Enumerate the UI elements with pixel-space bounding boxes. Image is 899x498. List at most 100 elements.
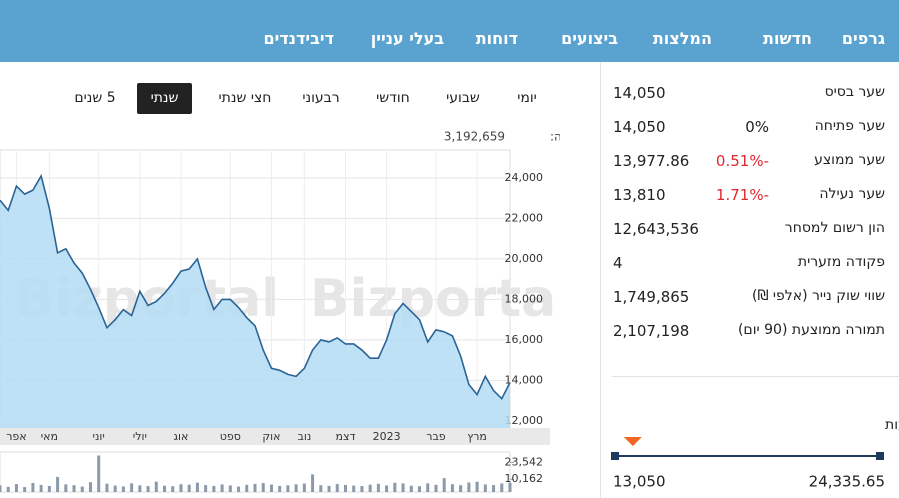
x-tick-label: מרץ (467, 430, 487, 443)
period-tab[interactable]: שבועי (446, 90, 480, 106)
volume-bar (39, 484, 43, 492)
volume-bar (492, 485, 496, 492)
nav-link[interactable]: בעלי עניין (370, 29, 444, 48)
volume-bar (121, 486, 125, 492)
volume-bar (154, 481, 158, 492)
volume-bar (319, 485, 323, 492)
volume-bar (130, 483, 134, 492)
volume-bar (72, 485, 76, 492)
y2-tick-label: 23,542 (505, 455, 544, 468)
volume-bar (237, 486, 241, 492)
volume-bar (220, 484, 224, 492)
stat-label: שער ממוצע (814, 152, 885, 168)
period-tab[interactable]: 5 שנים (74, 90, 116, 106)
y-tick-label: 22,000 (505, 211, 544, 224)
y-tick-label: 24,000 (505, 171, 544, 184)
stat-label: תמורה ממוצעת (90 יום) (737, 322, 885, 338)
nav-bar: גרפים חדשות המלצות ביצועים דוחות בעלי עניין די… (0, 0, 899, 62)
volume-bar (294, 484, 298, 492)
volume-bar (179, 484, 183, 492)
stat-change: 0% (745, 118, 769, 136)
volume-bar (163, 485, 167, 492)
range-title: טווח 52 שבועות (885, 417, 899, 433)
volume-bar (508, 482, 512, 492)
volume-bar (409, 485, 413, 492)
nav-link[interactable]: ביצועים (561, 29, 618, 48)
stat-label: הון רשום למסחר (784, 220, 885, 236)
volume-bar (146, 486, 150, 492)
volume-bar (426, 483, 430, 492)
x-tick-label: מאי (41, 430, 58, 443)
period-tab[interactable]: חודשי (376, 90, 410, 106)
volume-bar (105, 483, 109, 492)
volume-bar (80, 486, 84, 492)
price-line (0, 173, 511, 400)
range-cap (611, 452, 619, 460)
period-tab[interactable]: חצי שנתי (218, 90, 272, 106)
volume-bar (311, 474, 315, 492)
volume-bar (352, 485, 356, 492)
volume-bar (343, 484, 347, 492)
volume-bar (228, 485, 232, 492)
volume-bar (113, 485, 117, 492)
volume-bar (88, 482, 92, 492)
nav-link[interactable]: המלצות (652, 29, 712, 48)
volume-bar (475, 481, 479, 492)
volume-bar (450, 484, 454, 492)
volume-bar (253, 483, 257, 492)
stat-value: 2,107,198 (613, 322, 690, 340)
volume-bar (376, 483, 380, 492)
nav-link[interactable]: דוחות (475, 29, 518, 48)
y-tick-label: 16,000 (505, 333, 544, 346)
volume-bar (6, 486, 10, 492)
range-low: 13,050 (613, 473, 666, 491)
range-52w: טווח 52 שבועות 13,050 24,335.65 (611, 417, 899, 491)
period-tab[interactable]: רבעוני (302, 90, 340, 106)
divider (600, 62, 601, 498)
range-marker (623, 437, 642, 446)
volume-bar (385, 485, 389, 492)
y2-tick-label: 10,162 (505, 472, 544, 485)
volume-bar (0, 485, 2, 492)
period-tab[interactable]: שנתי (137, 83, 192, 114)
chart: BizportalBizportal12,00014,00016,00018,0… (0, 130, 560, 493)
period-tab[interactable]: יומי (517, 90, 537, 106)
stat-value: 14,050 (613, 84, 666, 102)
volume-bar (335, 484, 339, 492)
stat-value: 14,050 (613, 118, 666, 136)
volume-bar (23, 487, 27, 492)
volume-bar (138, 485, 142, 492)
volume-bar (47, 485, 51, 492)
volume-bar (278, 485, 282, 492)
stat-value: 12,643,536 (613, 220, 699, 238)
volume-bar (302, 483, 306, 492)
volume-bar (97, 455, 101, 492)
stat-label: שער פתיחה (814, 118, 885, 134)
y-tick-label: 14,000 (505, 373, 544, 386)
volume-bar (261, 483, 265, 492)
volume-bar (171, 486, 175, 492)
range-high: 24,335.65 (809, 473, 885, 491)
turnover-label: תמורה: (550, 130, 560, 144)
volume-bar (418, 486, 422, 492)
volume-bar (245, 484, 249, 492)
stat-value: 13,810 (613, 186, 666, 204)
volume-bar (368, 484, 372, 492)
volume-bar (393, 482, 397, 492)
stat-label: שער נעילה (819, 186, 885, 202)
nav-link[interactable]: דיבידנדים (263, 29, 335, 48)
x-tick-label: ספט (220, 430, 241, 443)
range-cap (876, 452, 884, 460)
y-tick-label: 18,000 (505, 292, 544, 305)
volume-bar (64, 484, 68, 492)
nav-link[interactable]: גרפים (841, 29, 885, 48)
x-tick-label: אפר (6, 430, 26, 443)
x-tick-label: דצמ (335, 430, 355, 443)
nav-link[interactable]: חדשות (763, 29, 812, 48)
volume-bar (327, 485, 331, 492)
x-tick-label: 2023 (373, 430, 401, 443)
x-tick-label: אוק (262, 430, 280, 443)
stat-value: 1,749,865 (613, 288, 690, 306)
volume-bar (500, 483, 504, 492)
